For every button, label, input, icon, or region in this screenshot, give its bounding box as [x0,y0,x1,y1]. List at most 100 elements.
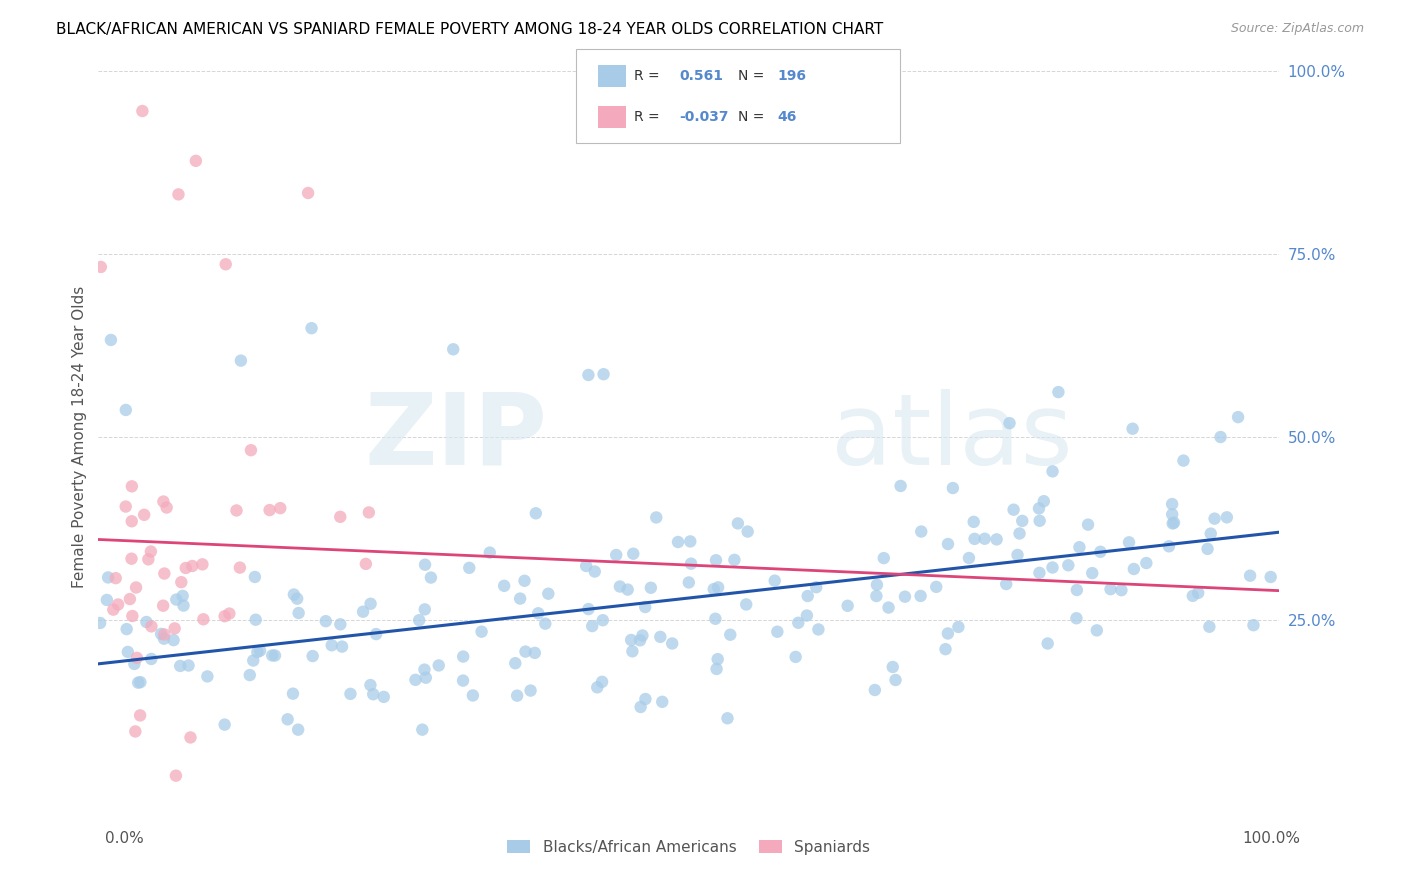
Point [124,657,146,671]
Point [661,636,683,650]
Point [863,683,886,698]
Point [910,524,932,539]
Point [1198,620,1220,634]
Point [1090,545,1112,559]
Point [153,627,176,641]
Point [277,712,299,726]
Point [117,645,139,659]
Point [1161,497,1184,511]
Point [527,607,550,621]
Point [1187,586,1209,600]
Point [135,615,157,629]
Point [100,333,122,347]
Point [150,627,173,641]
Point [873,551,896,566]
Point [605,548,627,562]
Point [153,566,176,581]
Point [114,500,136,514]
Point [165,592,187,607]
Point [1085,624,1108,638]
Point [877,600,900,615]
Point [104,571,127,585]
Point [321,638,343,652]
Point [505,657,527,671]
Point [239,443,262,458]
Text: -0.037: -0.037 [679,110,728,124]
Point [1122,422,1144,436]
Point [181,559,204,574]
Point [592,368,614,382]
Point [165,769,187,783]
Point [591,674,613,689]
Point [121,479,143,493]
Point [153,632,176,646]
Text: 0.0%: 0.0% [105,831,145,846]
Point [785,649,807,664]
Point [360,597,382,611]
Point [461,689,484,703]
Point [706,652,728,666]
Point [865,589,887,603]
Point [1197,541,1219,556]
Point [910,589,932,603]
Point [287,723,309,737]
Point [942,481,965,495]
Point [716,711,738,725]
Point [681,557,703,571]
Point [666,535,689,549]
Point [249,643,271,657]
Text: BLACK/AFRICAN AMERICAN VS SPANIARD FEMALE POVERTY AMONG 18-24 YEAR OLDS CORRELAT: BLACK/AFRICAN AMERICAN VS SPANIARD FEMAL… [56,22,883,37]
Point [963,532,986,546]
Point [297,186,319,200]
Point [578,368,600,382]
Point [139,544,162,558]
Point [125,581,148,595]
Point [1028,566,1050,580]
Point [366,627,388,641]
Text: N =: N = [738,69,765,83]
Point [131,103,153,118]
Point [837,599,859,613]
Point [986,533,1008,547]
Point [787,615,810,630]
Point [1047,385,1070,400]
Point [1173,453,1195,467]
Point [1081,566,1104,581]
Point [285,591,308,606]
Point [882,660,904,674]
Point [156,500,179,515]
Point [651,695,673,709]
Point [1209,430,1232,444]
Point [152,599,174,613]
Point [894,590,917,604]
Point [134,508,156,522]
Point [451,649,474,664]
Point [103,602,125,616]
Point [1199,526,1222,541]
Point [1066,611,1088,625]
Point [515,644,537,658]
Point [948,620,970,634]
Point [963,515,986,529]
Point [494,579,516,593]
Text: Source: ZipAtlas.com: Source: ZipAtlas.com [1230,22,1364,36]
Point [259,503,281,517]
Point [1243,618,1265,632]
Point [1163,516,1185,530]
Point [458,561,481,575]
Point [1077,517,1099,532]
Point [170,575,193,590]
Point [763,574,786,588]
Point [620,632,643,647]
Point [124,724,146,739]
Point [592,613,614,627]
Point [890,479,912,493]
Point [315,614,337,628]
Point [995,577,1018,591]
Point [575,559,598,574]
Point [1042,464,1064,478]
Point [283,588,305,602]
Point [998,416,1021,430]
Point [197,669,219,683]
Point [179,731,201,745]
